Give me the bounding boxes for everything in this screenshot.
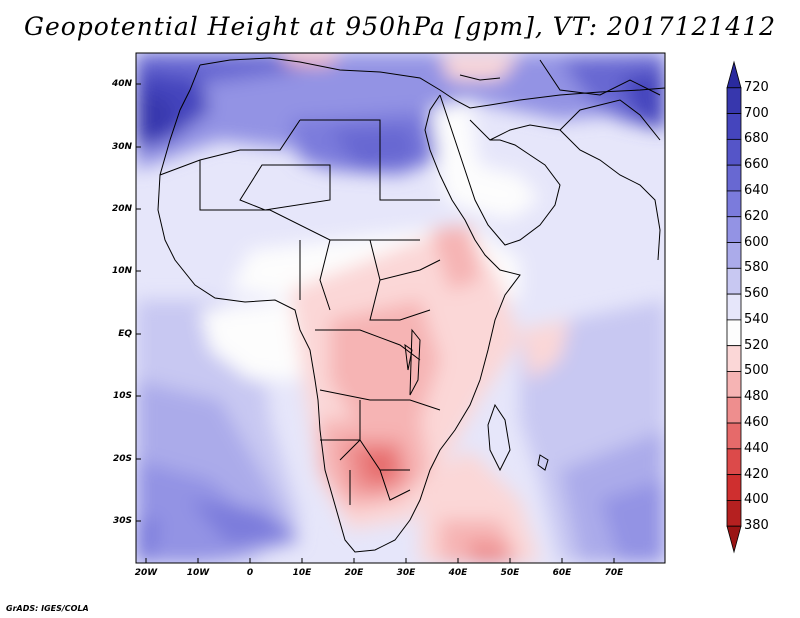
- lon-label-60e: 60E: [552, 568, 572, 578]
- colorbar-swatch: [726, 60, 742, 89]
- lat-label-30n: 30N: [111, 142, 132, 152]
- colorbar-swatch: [726, 371, 742, 398]
- lon-label-50e: 50E: [500, 568, 520, 578]
- lon-label-0: 0: [246, 568, 254, 578]
- axis-ticks: [136, 83, 615, 563]
- colorbar-level-label: 540: [744, 311, 769, 327]
- lat-label-30s: 30S: [112, 516, 132, 526]
- colorbar-level-label: 680: [744, 131, 769, 147]
- colorbar-swatch: [726, 500, 742, 527]
- colorbar-level-label: 700: [744, 105, 769, 121]
- grads-credit: GrADS: IGES/COLA: [6, 604, 89, 613]
- colorbar-level-label: 580: [744, 260, 769, 276]
- colorbar-level-label: 600: [744, 234, 769, 250]
- colorbar-level-label: 660: [744, 157, 769, 173]
- colorbar-swatch: [726, 319, 742, 347]
- colorbar-swatch: [726, 216, 742, 243]
- colorbar-level-label: 520: [744, 337, 769, 353]
- lat-label-20n: 20N: [111, 204, 132, 214]
- map-frame: [135, 52, 666, 564]
- colorbar-swatch: [726, 190, 742, 218]
- colorbar-swatch: [726, 164, 742, 192]
- lon-label-70e: 70E: [604, 568, 624, 578]
- colorbar-swatch: [726, 474, 742, 501]
- colorbar-swatch: [726, 87, 742, 114]
- colorbar-level-label: 620: [744, 208, 769, 224]
- lon-label-20e: 20E: [344, 568, 364, 578]
- colorbar-swatch: [726, 525, 742, 554]
- lat-label-20s: 20S: [112, 454, 132, 464]
- lon-label-10w: 10W: [186, 568, 210, 578]
- colorbar-level-label: 440: [744, 440, 769, 456]
- lon-label-30e: 30E: [396, 568, 416, 578]
- colorbar-level-label: 720: [744, 79, 769, 95]
- lat-label-40n: 40N: [111, 79, 132, 89]
- lon-label-40e: 40E: [448, 568, 468, 578]
- map-title: Geopotential Height at 950hPa [gpm], VT:…: [23, 12, 777, 41]
- colorbar-level-label: 640: [744, 182, 769, 198]
- colorbar: [726, 60, 742, 554]
- colorbar-swatch: [726, 267, 742, 295]
- lat-label-eq: EQ: [118, 329, 132, 339]
- lat-label-10s: 10S: [112, 391, 132, 401]
- colorbar-swatch: [726, 345, 742, 372]
- colorbar-swatch: [726, 293, 742, 321]
- colorbar-level-label: 500: [744, 363, 769, 379]
- colorbar-level-label: 560: [744, 286, 769, 302]
- colorbar-level-label: 420: [744, 466, 769, 482]
- height-contour-fields: [136, 53, 665, 563]
- colorbar-swatch: [726, 422, 742, 450]
- lon-label-10e: 10E: [292, 568, 312, 578]
- colorbar-level-label: 460: [744, 415, 769, 431]
- colorbar-swatch: [726, 138, 742, 166]
- colorbar-level-label: 380: [744, 518, 769, 534]
- colorbar-swatch: [726, 113, 742, 140]
- lat-label-10n: 10N: [111, 266, 132, 276]
- map-panel: [136, 53, 665, 563]
- lon-label-20w: 20W: [134, 568, 158, 578]
- colorbar-swatch: [726, 242, 742, 269]
- colorbar-swatch: [726, 448, 742, 476]
- colorbar-level-label: 400: [744, 492, 769, 508]
- colorbar-level-label: 480: [744, 389, 769, 405]
- colorbar-swatch: [726, 396, 742, 424]
- coastlines: [157, 57, 665, 553]
